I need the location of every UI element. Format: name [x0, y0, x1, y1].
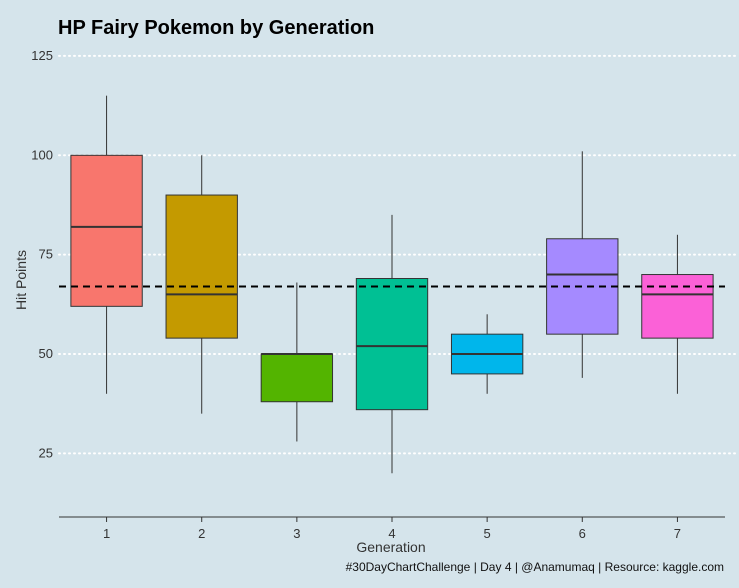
- y-tick-label: 100: [31, 147, 53, 162]
- box-group: [641, 234, 714, 394]
- box-group: [70, 95, 143, 394]
- box-group: [260, 282, 334, 442]
- y-axis-title: Hit Points: [13, 250, 29, 310]
- chart-caption: #30DayChartChallenge | Day 4 | @Anamumaq…: [346, 560, 724, 574]
- x-axis-title: Generation: [356, 539, 425, 555]
- box: [355, 278, 429, 411]
- boxes: [70, 95, 714, 474]
- y-tick-label: 50: [39, 346, 53, 361]
- box-group: [355, 214, 429, 474]
- box: [165, 194, 238, 339]
- box-group: [165, 155, 238, 414]
- x-tick-label: 6: [579, 526, 586, 541]
- y-axis-ticks: 25 50 75 100 125: [31, 48, 53, 460]
- box: [260, 353, 334, 403]
- y-tick-label: 75: [39, 247, 53, 262]
- chart-title: HP Fairy Pokemon by Generation: [58, 17, 374, 39]
- box-group: [450, 314, 524, 394]
- x-tick-label: 7: [674, 526, 681, 541]
- x-tick-label: 4: [388, 526, 395, 541]
- box-group: [546, 151, 619, 378]
- y-tick-label: 25: [39, 445, 53, 460]
- x-axis-ticks: 1 2 3 4 5 6 7: [103, 517, 681, 541]
- x-tick-label: 2: [198, 526, 205, 541]
- x-tick-label: 1: [103, 526, 110, 541]
- box: [641, 274, 714, 339]
- x-tick-label: 5: [484, 526, 491, 541]
- y-tick-label: 125: [31, 48, 53, 63]
- box: [70, 154, 143, 307]
- box: [546, 238, 619, 335]
- x-tick-label: 3: [293, 526, 300, 541]
